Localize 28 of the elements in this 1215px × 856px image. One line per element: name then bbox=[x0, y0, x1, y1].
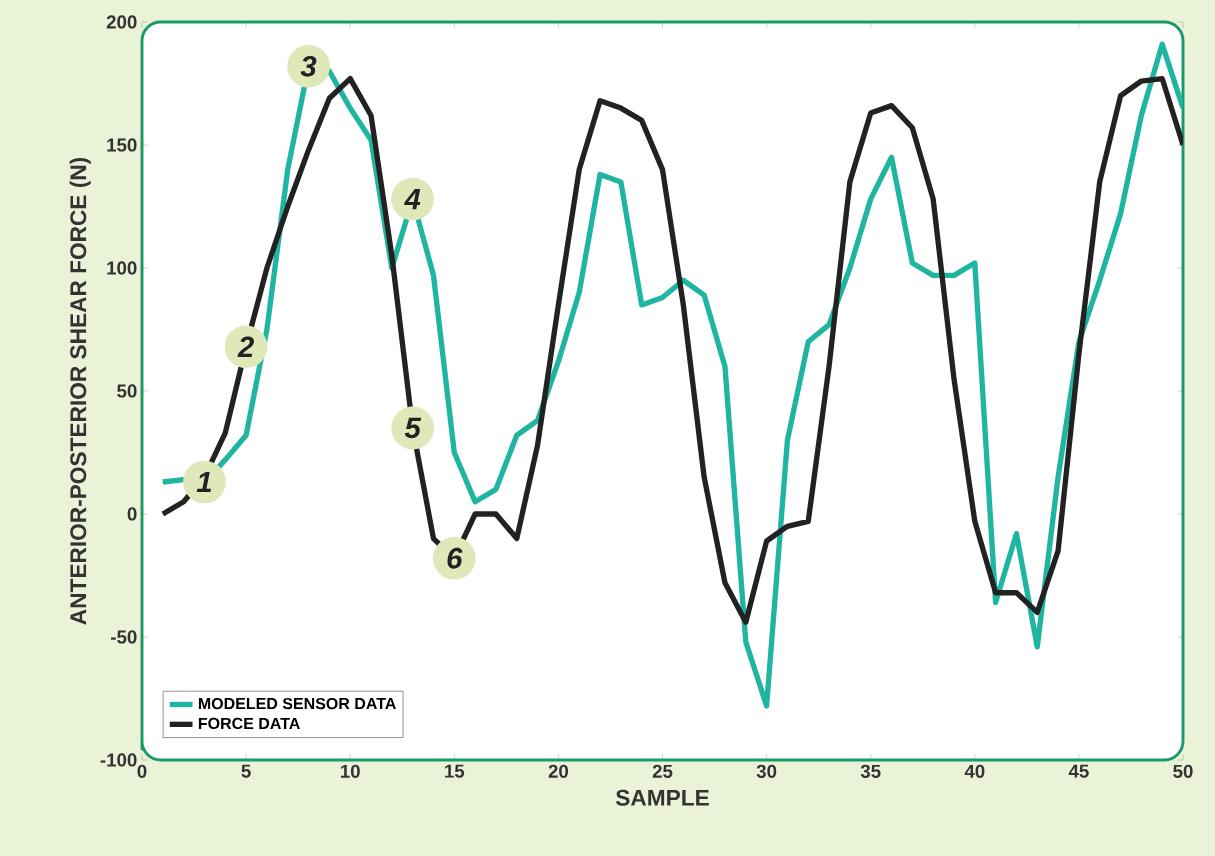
x-tick-label: 10 bbox=[340, 764, 360, 778]
y-tick-label: 50 bbox=[117, 384, 137, 398]
annotation: 6 bbox=[447, 547, 463, 569]
annotation: 2 bbox=[237, 336, 254, 357]
annotation: 1 bbox=[196, 471, 212, 493]
x-tick-label: 40 bbox=[964, 764, 985, 778]
x-axis-title: SAMPLE bbox=[615, 789, 709, 806]
y-tick-label: -100 bbox=[100, 753, 137, 767]
x-tick-label: 0 bbox=[137, 764, 147, 778]
legend-label: MODELED SENSOR DATA bbox=[198, 697, 396, 710]
x-tick-label: 5 bbox=[241, 764, 251, 778]
y-tick-label: -50 bbox=[111, 630, 137, 644]
y-tick-label: 0 bbox=[127, 507, 137, 521]
y-tick-label: 150 bbox=[107, 138, 137, 152]
x-tick-label: 25 bbox=[652, 764, 673, 778]
x-tick-label: 35 bbox=[860, 764, 881, 778]
x-tick-label: 20 bbox=[548, 764, 569, 778]
annotation: 4 bbox=[404, 189, 421, 210]
x-tick-label: 30 bbox=[756, 764, 777, 778]
y-axis-title: ANTERIOR-POSTERIOR SHEAR FORCE (N) bbox=[69, 157, 91, 625]
x-tick-label: 45 bbox=[1068, 764, 1089, 778]
annotation: 5 bbox=[404, 417, 422, 439]
y-tick-label: 200 bbox=[106, 15, 137, 29]
x-tick-label: 15 bbox=[445, 764, 465, 778]
legend-label: FORCE DATA bbox=[198, 717, 300, 730]
annotation: 3 bbox=[300, 55, 317, 77]
y-tick-label: 100 bbox=[107, 261, 137, 275]
x-tick-label: 50 bbox=[1173, 764, 1193, 778]
